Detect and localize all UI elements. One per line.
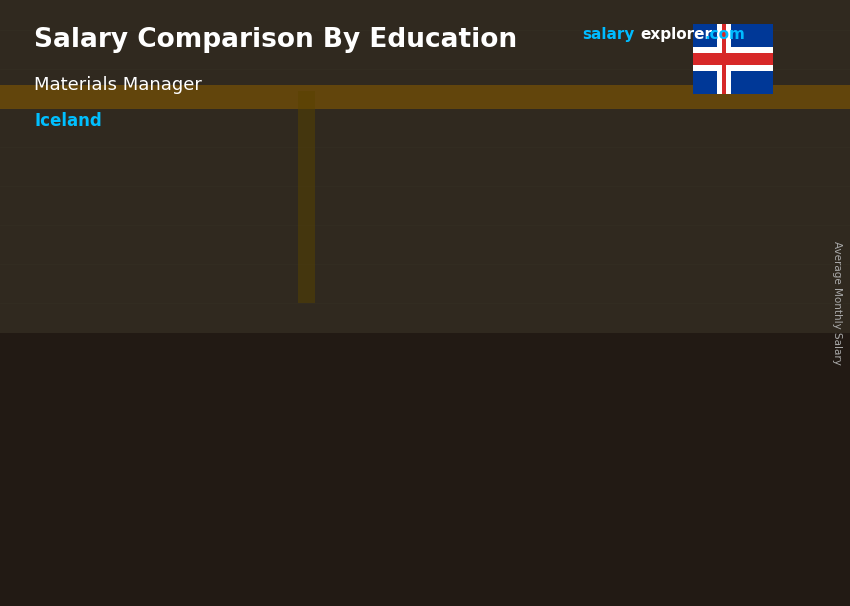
Bar [717, 24, 731, 94]
Bar [722, 24, 727, 94]
Bar [155, 375, 259, 485]
Bar [0, 333, 850, 606]
Text: .com: .com [705, 27, 745, 42]
Bar [0, 85, 850, 109]
Text: Bachelor's
Degree: Bachelor's Degree [387, 514, 476, 546]
Text: salary: salary [582, 27, 635, 42]
Text: Certificate or
Diploma: Certificate or Diploma [165, 514, 279, 546]
Bar [693, 53, 774, 65]
Polygon shape [155, 348, 289, 375]
Polygon shape [259, 348, 289, 485]
Text: Master's
Degree: Master's Degree [604, 514, 677, 546]
Bar [0, 0, 850, 333]
Bar [298, 91, 314, 303]
Text: 1,270,000 ISK: 1,270,000 ISK [602, 225, 711, 239]
Text: +68%: +68% [483, 105, 559, 128]
Text: 760,000 ISK: 760,000 ISK [366, 341, 460, 356]
Text: Materials Manager: Materials Manager [34, 76, 202, 94]
Text: +57%: +57% [274, 221, 350, 245]
Polygon shape [469, 285, 499, 485]
Text: Salary Comparison By Education: Salary Comparison By Education [34, 27, 517, 53]
Bar [364, 312, 469, 485]
Polygon shape [574, 169, 708, 196]
Text: 484,000 ISK: 484,000 ISK [115, 404, 209, 418]
Polygon shape [678, 169, 708, 485]
Text: Iceland: Iceland [34, 112, 102, 130]
Bar [693, 47, 774, 71]
Polygon shape [364, 285, 499, 312]
Text: explorer: explorer [640, 27, 712, 42]
Text: Average Monthly Salary: Average Monthly Salary [832, 241, 842, 365]
Bar [574, 196, 678, 485]
